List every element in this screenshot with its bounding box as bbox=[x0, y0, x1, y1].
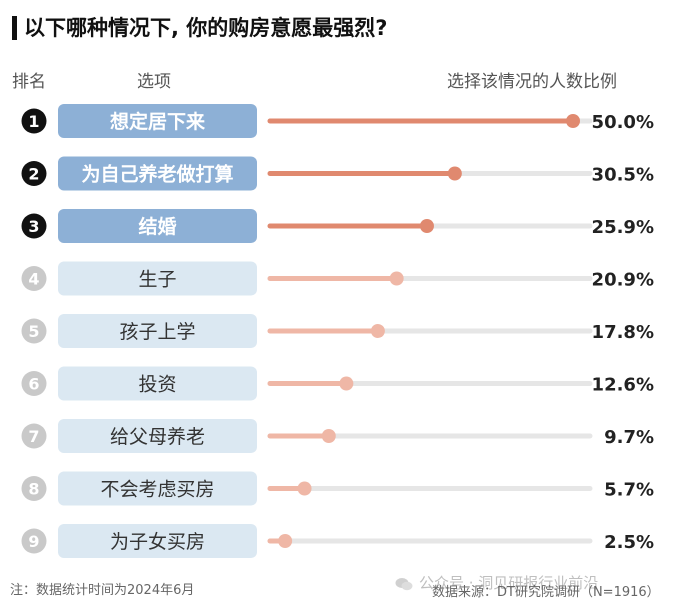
rank-badge bbox=[21, 318, 47, 344]
chart-title: 以下哪种情况下, 你的购房意愿最强烈? bbox=[24, 16, 388, 40]
rank-badge bbox=[21, 161, 47, 186]
rank-badge bbox=[21, 476, 47, 501]
watermark-text: 公众号 · 洞见研报行业前沿 bbox=[419, 574, 599, 592]
value-dot bbox=[447, 166, 462, 181]
value-label: 17.8% bbox=[592, 322, 654, 343]
rank-badge bbox=[21, 528, 47, 554]
value-dot bbox=[339, 376, 354, 391]
value-label: 5.7% bbox=[604, 480, 654, 501]
rank-number: 3 bbox=[28, 217, 39, 236]
rank-header: 排名 bbox=[12, 72, 46, 92]
category-box bbox=[58, 261, 257, 296]
value-label: 20.9% bbox=[592, 270, 654, 291]
wechat-icon bbox=[395, 577, 413, 590]
rank-number: 6 bbox=[28, 375, 39, 394]
rank-number: 8 bbox=[28, 480, 39, 499]
watermark: 公众号 · 洞见研报行业前沿 bbox=[395, 572, 598, 593]
value-dot bbox=[321, 429, 336, 443]
rank-badge bbox=[21, 266, 47, 291]
rank-number: 1 bbox=[28, 112, 39, 131]
rank-badge bbox=[21, 423, 47, 449]
option-header: 选项 bbox=[137, 72, 171, 92]
value-label: 2.5% bbox=[604, 532, 654, 553]
rank-number: 9 bbox=[28, 532, 39, 551]
category-label: 为子女买房 bbox=[110, 531, 205, 553]
value-label: 50.0% bbox=[592, 112, 654, 133]
category-label: 为自己养老做打算 bbox=[81, 163, 233, 186]
value-label: 9.7% bbox=[604, 427, 654, 448]
footnote: 注：数据统计时间为2024年6月 bbox=[10, 583, 195, 598]
value-label: 12.6% bbox=[592, 375, 654, 396]
category-label: 投资 bbox=[138, 374, 176, 396]
category-label: 不会考虑买房 bbox=[100, 479, 214, 501]
title-accent-bar bbox=[12, 16, 17, 40]
category-box bbox=[58, 156, 257, 191]
value-dot bbox=[297, 481, 312, 496]
value-dot bbox=[419, 219, 434, 233]
value-dot bbox=[566, 114, 580, 128]
category-label: 给父母养老 bbox=[110, 426, 205, 448]
rank-number: 4 bbox=[28, 270, 39, 289]
category-box bbox=[58, 209, 257, 243]
category-box bbox=[58, 471, 257, 506]
rank-number: 2 bbox=[28, 165, 39, 184]
category-label: 结婚 bbox=[138, 215, 176, 238]
category-box bbox=[58, 314, 257, 348]
rank-badge bbox=[21, 371, 47, 396]
rank-badge bbox=[21, 213, 47, 239]
rank-number: 5 bbox=[28, 322, 39, 341]
category-box bbox=[58, 524, 257, 558]
data-source: 数据来源：DT研究院调研（N=1916） bbox=[432, 585, 660, 600]
value-dot bbox=[389, 271, 404, 286]
category-label: 想定居下来 bbox=[110, 110, 205, 133]
rank-number: 7 bbox=[28, 427, 39, 446]
value-label: 30.5% bbox=[592, 165, 654, 186]
category-box bbox=[58, 366, 257, 401]
share-header: 选择该情况的人数比例 bbox=[447, 72, 617, 92]
category-box bbox=[58, 419, 257, 453]
value-dot bbox=[278, 534, 293, 548]
value-label: 25.9% bbox=[592, 217, 654, 238]
category-box bbox=[58, 104, 257, 138]
category-label: 孩子上学 bbox=[119, 321, 195, 343]
rank-badge bbox=[21, 108, 47, 134]
value-dot bbox=[370, 324, 385, 338]
category-label: 生子 bbox=[138, 269, 176, 291]
